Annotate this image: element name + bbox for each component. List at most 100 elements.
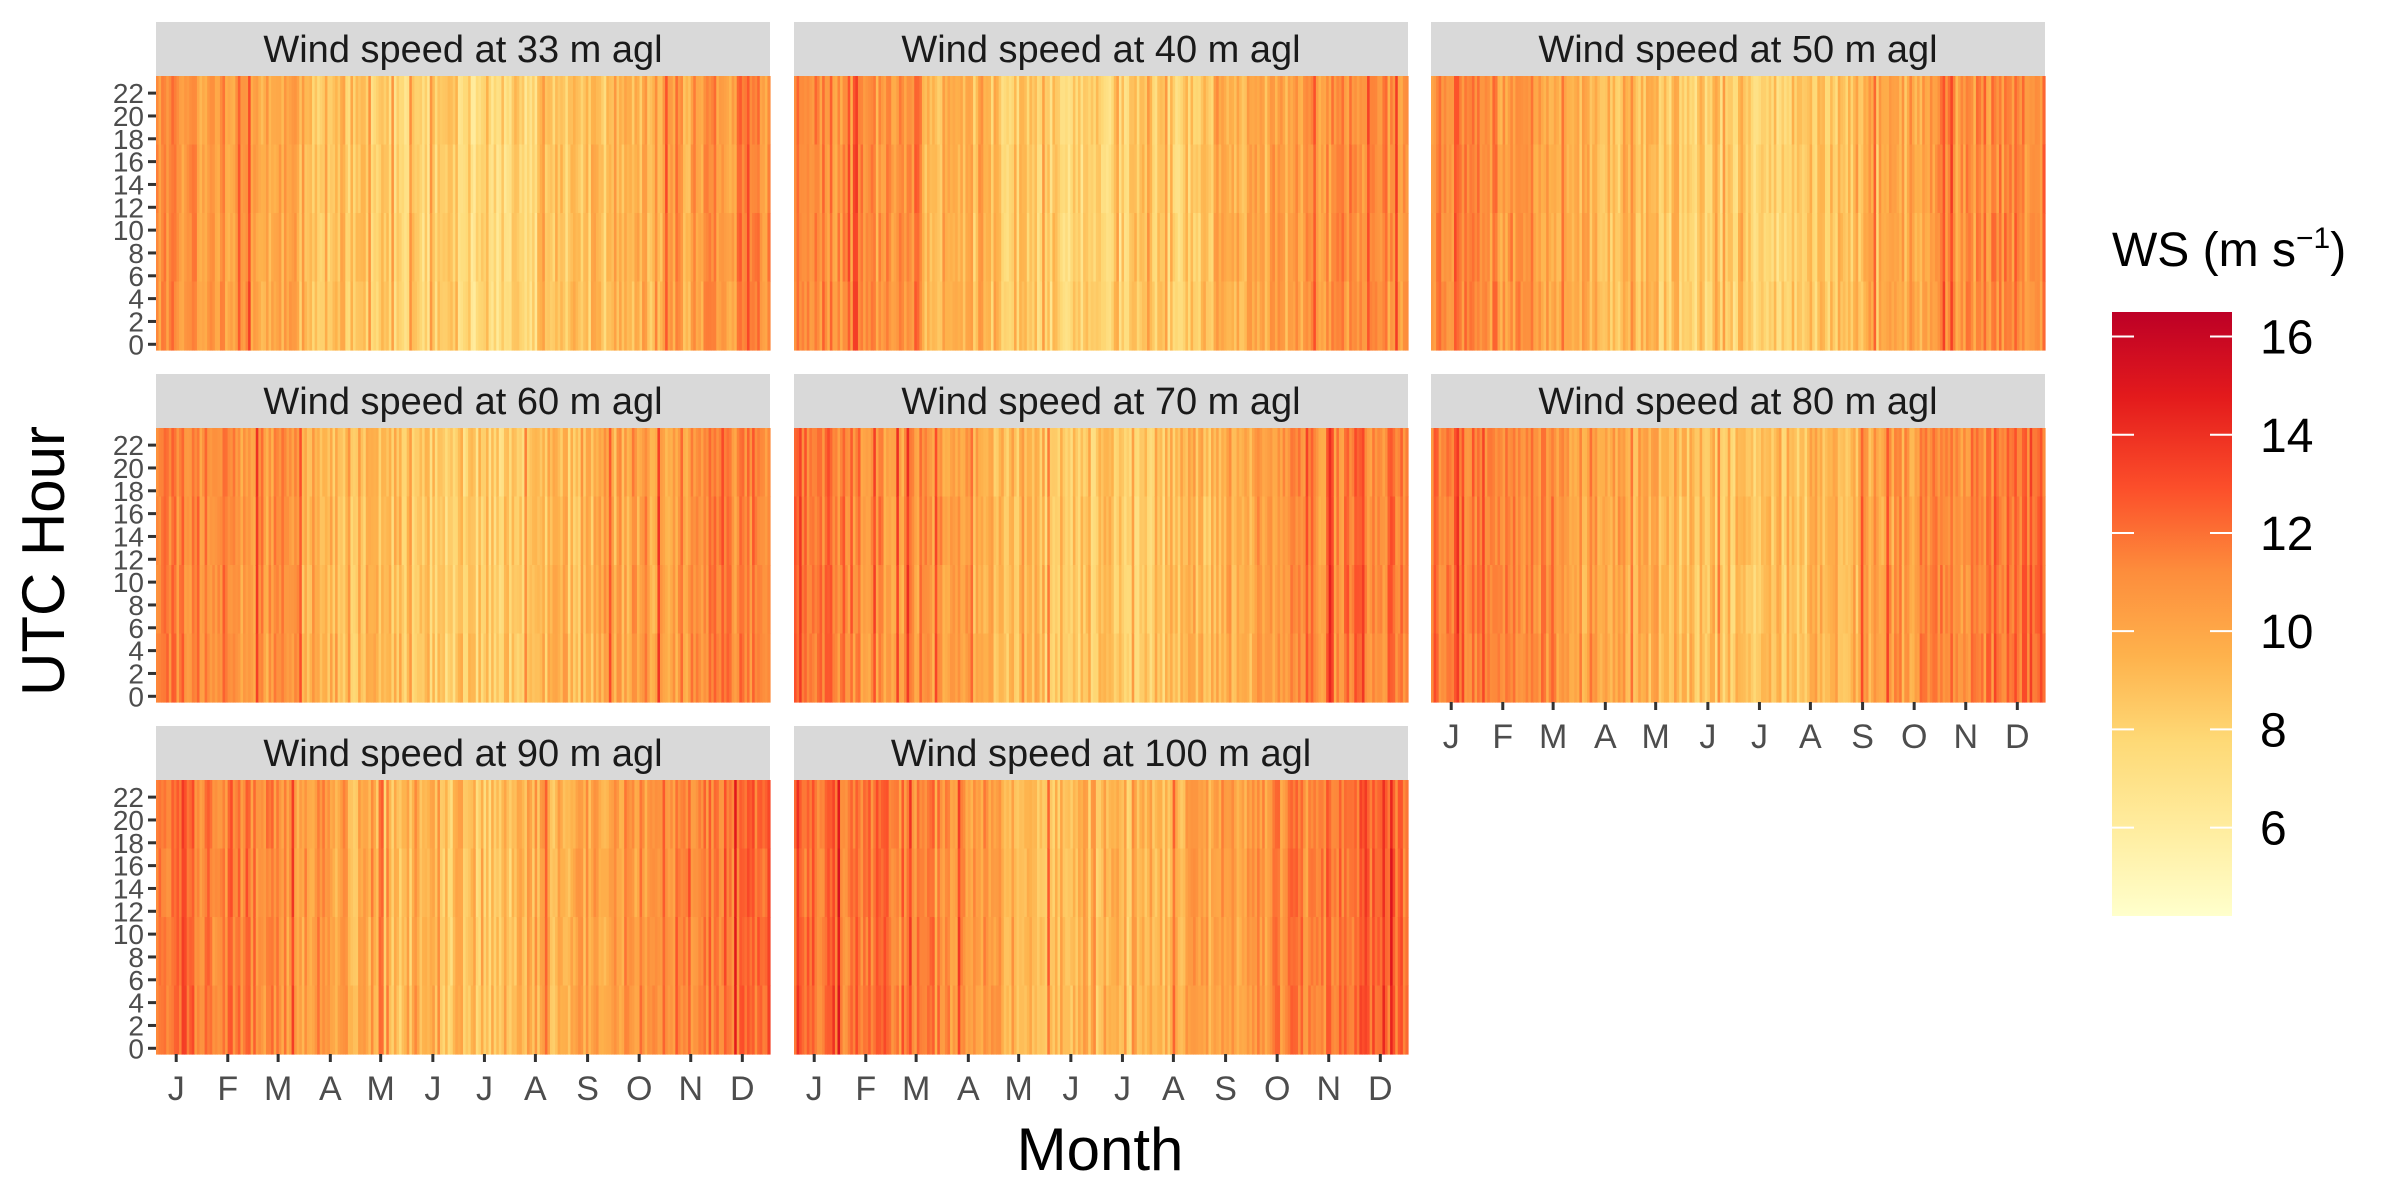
heatmap-cell — [952, 428, 956, 498]
heatmap-cell — [1136, 76, 1140, 146]
heatmap-cell — [1308, 496, 1312, 566]
heatmap-cell — [1277, 144, 1281, 214]
heatmap-cell — [329, 633, 334, 703]
heatmap-cell — [352, 76, 357, 146]
heatmap-cell — [1070, 76, 1074, 146]
heatmap-cell — [475, 76, 479, 146]
heatmap-cell — [501, 565, 505, 635]
heatmap-cell — [480, 76, 485, 146]
heatmap-cell — [217, 428, 221, 498]
heatmap-cell — [266, 144, 270, 214]
heatmap-cell — [460, 144, 464, 214]
heatmap-cell — [1492, 565, 1496, 635]
heatmap-cell — [376, 496, 380, 566]
heatmap-cell — [1755, 213, 1760, 283]
heatmap-cell — [1228, 565, 1233, 635]
heatmap-cell — [1054, 428, 1059, 498]
heatmap-cell — [248, 496, 252, 566]
heatmap-cell — [1387, 144, 1391, 214]
heatmap-cell — [911, 76, 915, 146]
y-tick-label: 20 — [113, 453, 144, 484]
heatmap-cell — [1044, 76, 1048, 146]
heatmap-cell — [1691, 213, 1696, 283]
heatmap-cell — [319, 213, 323, 283]
heatmap-cell — [857, 281, 862, 351]
heatmap-cell — [744, 565, 748, 635]
heatmap-cell — [1881, 144, 1885, 214]
heatmap-cell — [837, 76, 841, 146]
heatmap-cell — [1850, 281, 1854, 351]
heatmap-cell — [1101, 633, 1105, 703]
heatmap-cell — [613, 565, 618, 635]
heatmap-cell — [1190, 428, 1194, 498]
heatmap-cell — [708, 76, 712, 146]
heatmap-cell — [388, 213, 392, 283]
heatmap-cell — [1917, 281, 1921, 351]
heatmap-cell — [450, 633, 454, 703]
heatmap-cell — [1382, 428, 1386, 498]
heatmap-cell — [2001, 76, 2005, 146]
heatmap-cell — [342, 565, 346, 635]
heatmap-cell — [1558, 281, 1563, 351]
heatmap-cell — [406, 496, 410, 566]
heatmap-cell — [1789, 213, 1793, 283]
heatmap-cell — [483, 76, 487, 146]
heatmap-cell — [973, 213, 977, 283]
heatmap-cell — [1881, 281, 1885, 351]
heatmap-cell — [2024, 144, 2028, 214]
heatmap-cell — [562, 496, 566, 566]
heatmap-cell — [1651, 144, 1655, 214]
heatmap-cell — [677, 76, 682, 146]
heatmap-cell — [1986, 76, 1990, 146]
heatmap-cell — [690, 76, 694, 146]
heatmap-cell — [276, 76, 280, 146]
heatmap-cell — [1088, 281, 1092, 351]
heatmap-cell — [1615, 144, 1619, 214]
heatmap-cell — [552, 428, 556, 498]
heatmap-cell — [486, 144, 490, 214]
heatmap-cell — [670, 428, 674, 498]
heatmap-cell — [837, 281, 841, 351]
heatmap-cell — [904, 76, 908, 146]
heatmap-cell — [937, 428, 941, 498]
heatmap-cell — [1090, 281, 1094, 351]
heatmap-cell — [654, 213, 659, 283]
heatmap-cell — [1367, 144, 1371, 214]
heatmap-cell — [698, 496, 702, 566]
heatmap-cell — [688, 76, 692, 146]
heatmap-cell — [868, 633, 872, 703]
heatmap-cell — [804, 76, 808, 146]
heatmap-cell — [1331, 144, 1335, 214]
heatmap-cell — [445, 496, 449, 566]
heatmap-cell — [1998, 76, 2003, 146]
heatmap-cell — [442, 281, 446, 351]
heatmap-cell — [1290, 76, 1294, 146]
heatmap-cell — [1216, 76, 1220, 146]
heatmap-cell — [603, 633, 607, 703]
heatmap-cell — [1571, 144, 1575, 214]
heatmap-cell — [942, 565, 946, 635]
heatmap-cell — [455, 213, 459, 283]
heatmap-cell — [1264, 496, 1268, 566]
heatmap-cell — [1384, 428, 1389, 498]
heatmap-cell — [432, 281, 436, 351]
heatmap-cell — [1111, 428, 1115, 498]
heatmap-cell — [1310, 144, 1314, 214]
heatmap-cell — [1052, 76, 1056, 146]
heatmap-cell — [829, 428, 833, 498]
heatmap-cell — [1101, 281, 1105, 351]
heatmap-cell — [184, 76, 188, 146]
heatmap-cell — [1364, 428, 1368, 498]
heatmap-cell — [268, 281, 272, 351]
heatmap-cell — [1487, 428, 1491, 498]
heatmap-cell — [703, 76, 707, 146]
heatmap-cell — [1356, 76, 1360, 146]
heatmap-cell — [1167, 213, 1171, 283]
heatmap-cell — [716, 213, 720, 283]
heatmap-cell — [309, 76, 313, 146]
heatmap-cell — [619, 496, 623, 566]
heatmap-cell — [827, 144, 831, 214]
heatmap-cell — [1116, 428, 1120, 498]
heatmap-cell — [873, 213, 877, 283]
heatmap-cell — [1868, 281, 1872, 351]
